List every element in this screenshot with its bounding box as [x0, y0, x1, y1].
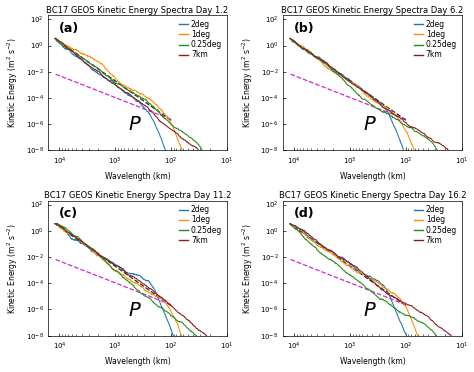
- Text: P: P: [363, 115, 375, 134]
- Text: (b): (b): [294, 22, 315, 35]
- Text: (d): (d): [294, 208, 315, 220]
- Text: (c): (c): [59, 208, 78, 220]
- Title: BC17 GEOS Kinetic Energy Spectra Day 16.2: BC17 GEOS Kinetic Energy Spectra Day 16.…: [279, 191, 466, 200]
- Legend: 2deg, 1deg, 0.25deg, 7km: 2deg, 1deg, 0.25deg, 7km: [413, 19, 458, 60]
- Y-axis label: Kinetic Energy (m$^2$ s$^{-2}$): Kinetic Energy (m$^2$ s$^{-2}$): [240, 38, 255, 128]
- Legend: 2deg, 1deg, 0.25deg, 7km: 2deg, 1deg, 0.25deg, 7km: [413, 205, 458, 246]
- Legend: 2deg, 1deg, 0.25deg, 7km: 2deg, 1deg, 0.25deg, 7km: [178, 19, 223, 60]
- Text: P: P: [128, 115, 140, 134]
- Text: P: P: [363, 301, 375, 320]
- Legend: 2deg, 1deg, 0.25deg, 7km: 2deg, 1deg, 0.25deg, 7km: [178, 205, 223, 246]
- Text: (a): (a): [59, 22, 79, 35]
- X-axis label: Wavelength (km): Wavelength (km): [105, 172, 170, 181]
- X-axis label: Wavelength (km): Wavelength (km): [339, 172, 405, 181]
- Y-axis label: Kinetic Energy (m$^2$ s$^{-2}$): Kinetic Energy (m$^2$ s$^{-2}$): [240, 223, 255, 314]
- Y-axis label: Kinetic Energy (m$^2$ s$^{-2}$): Kinetic Energy (m$^2$ s$^{-2}$): [6, 38, 20, 128]
- Title: BC17 GEOS Kinetic Energy Spectra Day 11.2: BC17 GEOS Kinetic Energy Spectra Day 11.…: [44, 191, 231, 200]
- Title: BC17 GEOS Kinetic Energy Spectra Day 6.2: BC17 GEOS Kinetic Energy Spectra Day 6.2: [281, 6, 464, 15]
- X-axis label: Wavelength (km): Wavelength (km): [105, 357, 170, 366]
- Text: P: P: [128, 301, 140, 320]
- Y-axis label: Kinetic Energy (m$^2$ s$^{-2}$): Kinetic Energy (m$^2$ s$^{-2}$): [6, 223, 20, 314]
- X-axis label: Wavelength (km): Wavelength (km): [339, 357, 405, 366]
- Title: BC17 GEOS Kinetic Energy Spectra Day 1.2: BC17 GEOS Kinetic Energy Spectra Day 1.2: [46, 6, 228, 15]
